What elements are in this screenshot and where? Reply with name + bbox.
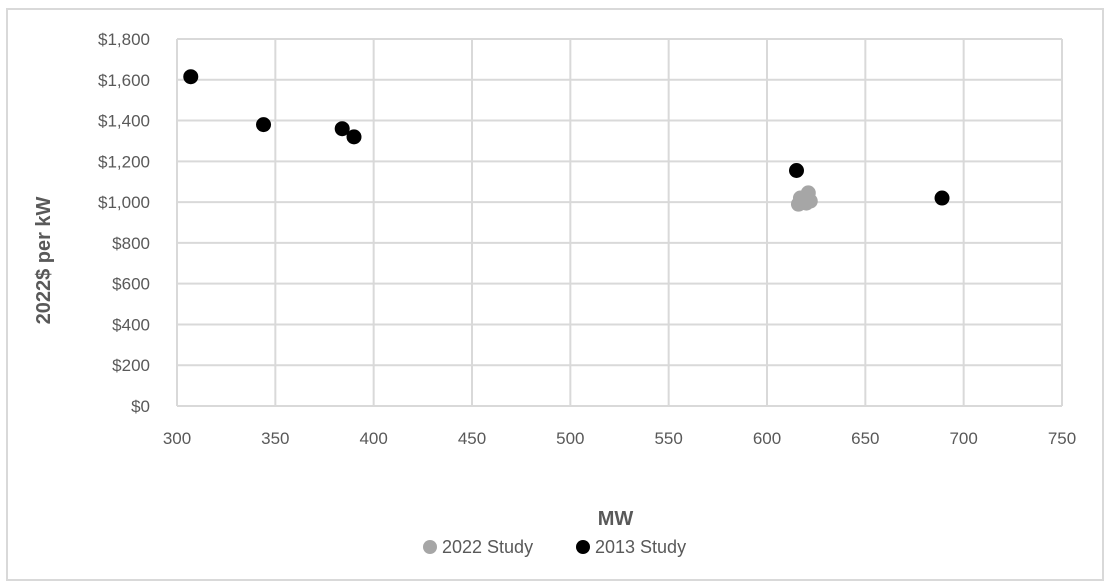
x-tick-label: 750: [1048, 429, 1076, 448]
x-axis-title: MW: [598, 508, 634, 530]
y-tick-label: $1,800: [98, 30, 150, 49]
y-tick-label: $800: [112, 234, 150, 253]
y-tick-label: $1,200: [98, 152, 150, 171]
y-axis-title: 2022$ per kW: [33, 196, 55, 324]
y-tick-label: $400: [112, 315, 150, 334]
gridlines: [176, 38, 1063, 407]
x-axis-ticks: 300 350 400 450 500 550 600 650 700 750: [163, 429, 1076, 448]
point-2013-study: [334, 121, 350, 137]
legend-label-2022-study: 2022 Study: [442, 537, 533, 557]
data-points: [183, 69, 950, 212]
y-tick-label: $1,000: [98, 193, 150, 212]
point-2022-study: [802, 193, 818, 209]
point-2013-study: [183, 69, 199, 85]
x-tick-label: 600: [753, 429, 781, 448]
x-tick-label: 550: [654, 429, 682, 448]
x-tick-label: 350: [261, 429, 289, 448]
legend-marker-2013-study: [576, 540, 590, 554]
y-axis-ticks: $0 $200 $400 $600 $800 $1,000 $1,200 $1,400 $1,6…: [98, 30, 150, 416]
legend-label-2013-study: 2013 Study: [595, 537, 686, 557]
point-2013-study: [256, 117, 272, 133]
x-tick-label: 400: [359, 429, 387, 448]
x-tick-label: 450: [458, 429, 486, 448]
chart-frame: [6, 8, 1104, 581]
y-tick-label: $1,600: [98, 71, 150, 90]
point-2013-study: [934, 190, 950, 206]
y-tick-label: $600: [112, 275, 150, 294]
point-2013-study: [789, 163, 804, 179]
legend-marker-2022-study: [423, 540, 437, 554]
x-tick-label: 700: [949, 429, 977, 448]
y-tick-label: $200: [112, 356, 150, 375]
legend: 2022 Study 2013 Study: [423, 537, 686, 557]
x-tick-label: 500: [556, 429, 584, 448]
point-2013-study: [346, 129, 362, 145]
y-tick-label: $1,400: [98, 112, 150, 131]
x-tick-label: 650: [851, 429, 879, 448]
y-tick-label: $0: [131, 397, 150, 416]
x-tick-label: 300: [163, 429, 191, 448]
